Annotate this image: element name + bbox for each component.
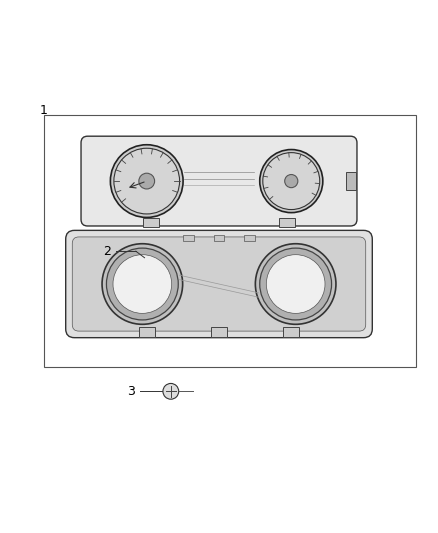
Circle shape xyxy=(260,150,323,213)
Bar xyxy=(283,327,299,337)
Circle shape xyxy=(266,255,325,313)
Circle shape xyxy=(263,152,320,209)
Circle shape xyxy=(110,145,183,217)
Circle shape xyxy=(285,174,298,188)
Bar xyxy=(139,327,155,337)
Bar xyxy=(183,235,194,241)
Circle shape xyxy=(106,248,178,320)
Bar xyxy=(143,217,159,227)
Circle shape xyxy=(260,248,332,320)
Text: 2: 2 xyxy=(103,245,111,257)
Circle shape xyxy=(114,148,180,214)
Circle shape xyxy=(102,244,183,324)
Bar xyxy=(279,217,295,227)
Bar xyxy=(44,115,416,367)
Bar xyxy=(346,172,356,190)
Circle shape xyxy=(163,383,179,399)
Circle shape xyxy=(139,173,155,189)
Text: 3: 3 xyxy=(127,385,135,398)
Bar xyxy=(214,235,224,241)
FancyBboxPatch shape xyxy=(72,237,366,331)
Bar xyxy=(244,235,255,241)
Bar xyxy=(211,327,227,337)
Circle shape xyxy=(255,244,336,324)
Circle shape xyxy=(113,255,172,313)
FancyBboxPatch shape xyxy=(81,136,357,226)
Text: 1: 1 xyxy=(40,104,48,117)
FancyBboxPatch shape xyxy=(66,230,372,338)
